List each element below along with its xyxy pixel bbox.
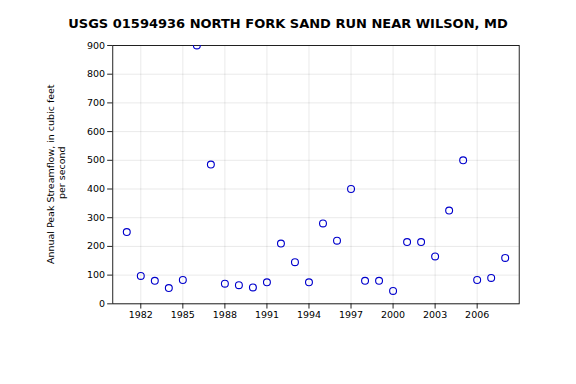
svg-text:700: 700	[87, 97, 105, 108]
svg-text:1988: 1988	[213, 309, 237, 320]
svg-text:Annual Peak Streamflow, in cub: Annual Peak Streamflow, in cubic feet pe…	[45, 84, 67, 264]
svg-text:300: 300	[87, 212, 105, 223]
html-text:USGS 01594936 NORTH FORK SAND: USGS 01594936 NORTH FORK SAND RUN NEAR W…	[68, 16, 508, 31]
svg-text:1994: 1994	[297, 309, 321, 320]
svg-text:2003: 2003	[423, 309, 447, 320]
svg-text:1985: 1985	[171, 309, 195, 320]
svg-text:200: 200	[87, 240, 105, 251]
svg-text:2006: 2006	[465, 309, 489, 320]
svg-text:500: 500	[87, 154, 105, 165]
svg-text:1991: 1991	[255, 309, 279, 320]
svg-text:1982: 1982	[129, 309, 153, 320]
svg-text:800: 800	[87, 68, 105, 79]
svg-text:0: 0	[99, 298, 105, 309]
svg-text:600: 600	[87, 126, 105, 137]
svg-text:1997: 1997	[339, 309, 363, 320]
svg-text:400: 400	[87, 183, 105, 194]
svg-text:100: 100	[87, 269, 105, 280]
svg-text:900: 900	[87, 40, 105, 51]
svg-text:2000: 2000	[381, 309, 405, 320]
